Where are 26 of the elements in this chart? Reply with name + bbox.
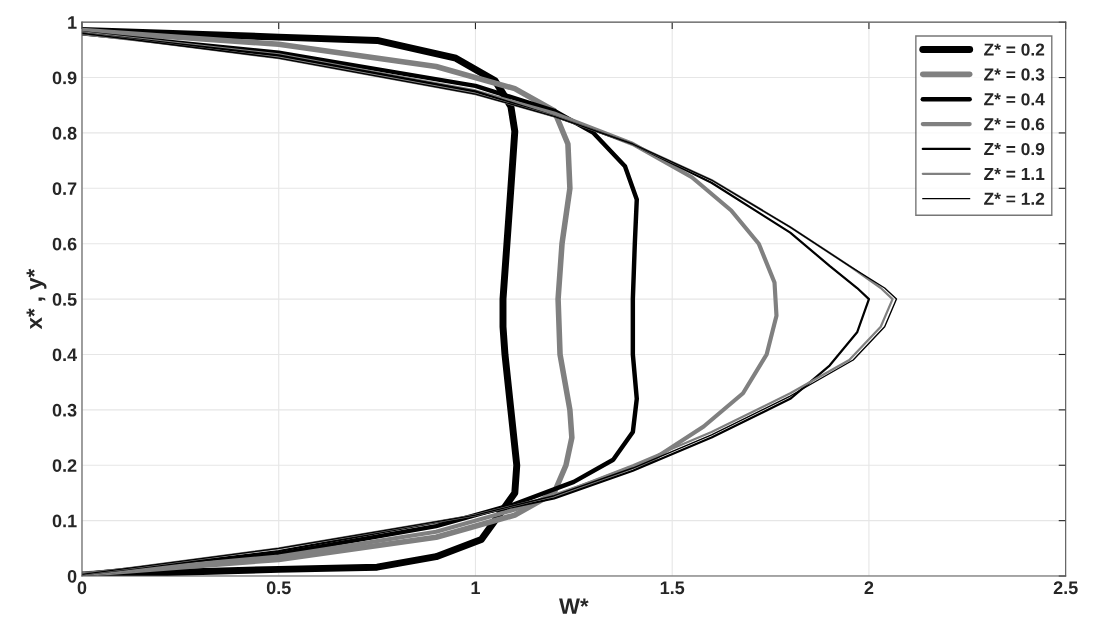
y-tick-label: 0.2	[52, 459, 77, 472]
y-tick-label: 0	[67, 569, 77, 583]
y-tick-label: 0.6	[52, 237, 77, 251]
legend-label: Z* = 1.1	[984, 167, 1045, 180]
y-tick-label: 1	[68, 16, 77, 29]
x-axis-title: W*	[559, 598, 589, 614]
legend-label: Z* = 0.2	[984, 43, 1045, 56]
legend-label: Z* = 0.6	[984, 118, 1045, 131]
x-tick-label: 1.5	[660, 581, 685, 595]
legend-label: Z* = 1.2	[984, 192, 1045, 205]
y-tick-label: 0.7	[52, 182, 77, 196]
y-tick-label: 0.5	[52, 293, 77, 306]
x-tick-label: 0.5	[266, 581, 291, 595]
legend-label: Z* = 0.3	[984, 68, 1045, 81]
y-tick-label: 0.3	[52, 403, 77, 417]
legend-label: Z* = 0.4	[984, 93, 1045, 106]
x-tick-label: 0	[77, 581, 87, 595]
x-tick-label: 1	[471, 581, 480, 594]
legend-label: Z* = 0.9	[984, 142, 1045, 156]
y-tick-label: 0.8	[52, 126, 77, 140]
x-tick-label: 2.5	[1053, 581, 1078, 595]
y-tick-label: 0.4	[52, 348, 78, 362]
y-tick-label: 0.9	[52, 71, 77, 85]
x-tick-label: 2	[864, 581, 874, 594]
y-tick-label: 0.1	[52, 514, 77, 528]
y-axis-title: x* , y*	[26, 268, 47, 330]
